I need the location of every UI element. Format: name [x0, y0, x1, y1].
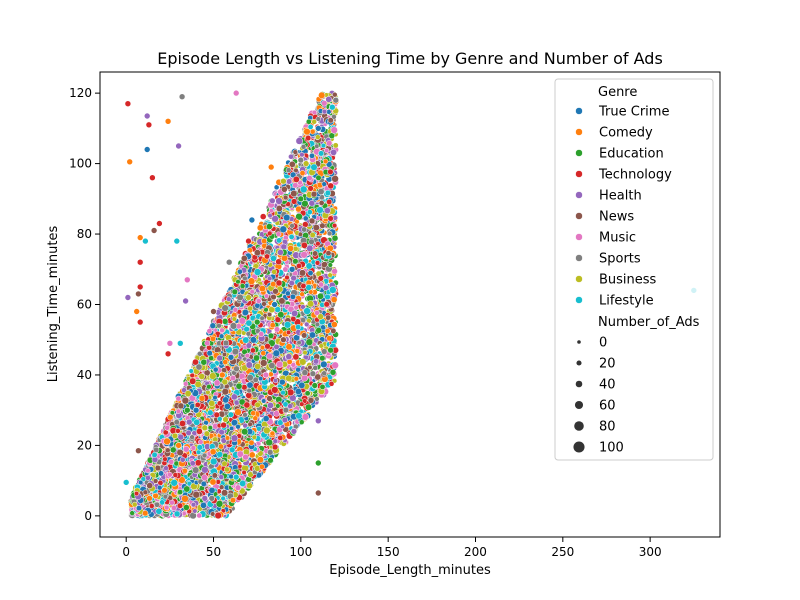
scatter-points [122, 89, 698, 520]
data-point [314, 260, 321, 266]
data-point [312, 365, 319, 371]
data-point [331, 234, 339, 242]
data-point [312, 224, 320, 232]
data-point [332, 142, 339, 149]
data-point [222, 416, 229, 423]
data-point [241, 469, 247, 476]
data-point [218, 484, 225, 490]
data-point [268, 362, 276, 370]
data-point [276, 237, 283, 244]
data-point [241, 384, 248, 391]
data-point [228, 425, 235, 432]
data-point [320, 142, 327, 149]
chart-title: Episode Length vs Listening Time by Genr… [157, 49, 663, 68]
data-point [254, 363, 262, 370]
data-point [238, 317, 246, 325]
data-point [314, 396, 320, 402]
data-point [273, 343, 280, 350]
data-point [299, 291, 305, 297]
data-point [306, 175, 313, 182]
data-point [320, 360, 328, 369]
data-point [294, 348, 301, 354]
data-point [319, 222, 326, 229]
data-point [308, 200, 316, 207]
data-point [218, 443, 224, 450]
data-point [259, 213, 267, 220]
